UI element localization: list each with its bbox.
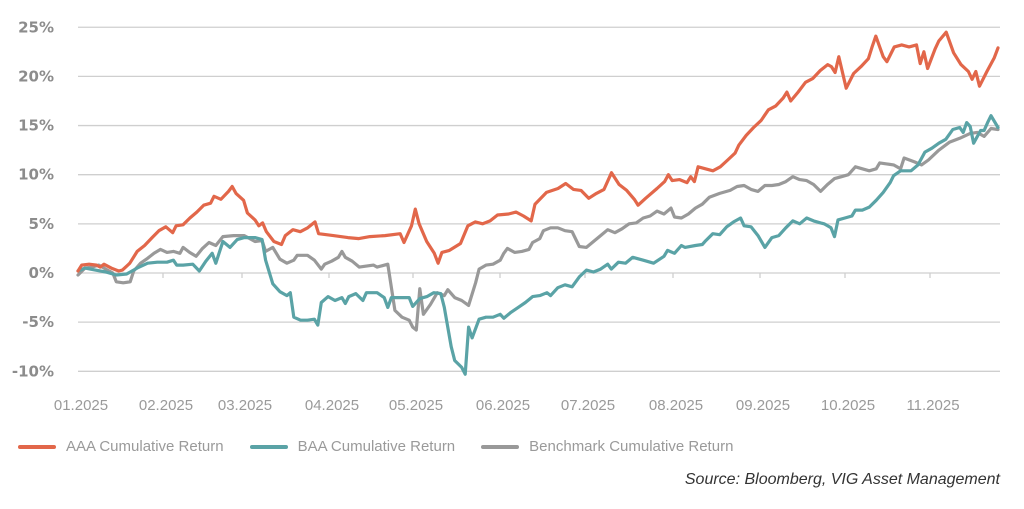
x-tick-label: 02.2025 [139, 397, 193, 414]
y-tick-label: 25% [18, 18, 54, 36]
chart-plot: 25% 20% 15% 10% 5% 0% -5% -10% 01.2025 02.2025 03… [12, 18, 1000, 414]
y-tick-label: -10% [12, 362, 54, 380]
series-lines [76, 30, 1000, 376]
gridlines [78, 26, 1000, 372]
legend-label-benchmark: Benchmark Cumulative Return [529, 438, 734, 455]
y-tick-label: 15% [18, 117, 54, 135]
legend: AAA Cumulative Return BAA Cumulative Ret… [18, 438, 759, 455]
series-line-benchmark-cumulative-return [76, 126, 1000, 332]
legend-item-aaa[interactable]: AAA Cumulative Return [18, 438, 224, 455]
x-tick-label: 08.2025 [649, 397, 703, 414]
x-tick-label: 09.2025 [736, 397, 790, 414]
legend-swatch-aaa [18, 444, 56, 449]
x-tick-label: 01.2025 [54, 397, 108, 414]
legend-swatch-baa [249, 444, 288, 449]
legend-label-aaa: AAA Cumulative Return [66, 438, 224, 455]
y-tick-label: 5% [29, 215, 54, 233]
series-line-aaa-cumulative-return [76, 30, 1000, 273]
legend-label-baa: BAA Cumulative Return [297, 438, 456, 455]
x-tick-label: 07.2025 [561, 397, 615, 414]
y-tick-label: 20% [18, 67, 54, 85]
legend-swatch-benchmark [481, 444, 520, 449]
y-tick-label: 0% [29, 264, 54, 282]
x-tick-label: 05.2025 [389, 397, 443, 414]
legend-item-baa[interactable]: BAA Cumulative Return [249, 438, 456, 455]
x-axis-labels: 01.2025 02.2025 03.2025 04.2025 05.2025 06.20… [54, 397, 960, 414]
y-tick-label: 10% [18, 166, 54, 184]
x-tick-label: 10.2025 [821, 397, 875, 414]
x-tick-label: 11.2025 [906, 397, 959, 414]
legend-item-benchmark[interactable]: Benchmark Cumulative Return [481, 438, 733, 455]
y-axis-labels: 25% 20% 15% 10% 5% 0% -5% -10% [12, 18, 54, 380]
source-note: Source: Bloomberg, VIG Asset Management [684, 471, 1000, 488]
x-tick-label: 06.2025 [476, 397, 530, 414]
x-tick-label: 03.2025 [218, 397, 272, 414]
series-line-baa-cumulative-return [76, 114, 1000, 376]
x-axis-ticks [162, 273, 931, 278]
x-tick-label: 04.2025 [305, 397, 359, 414]
y-tick-label: -5% [22, 313, 54, 331]
